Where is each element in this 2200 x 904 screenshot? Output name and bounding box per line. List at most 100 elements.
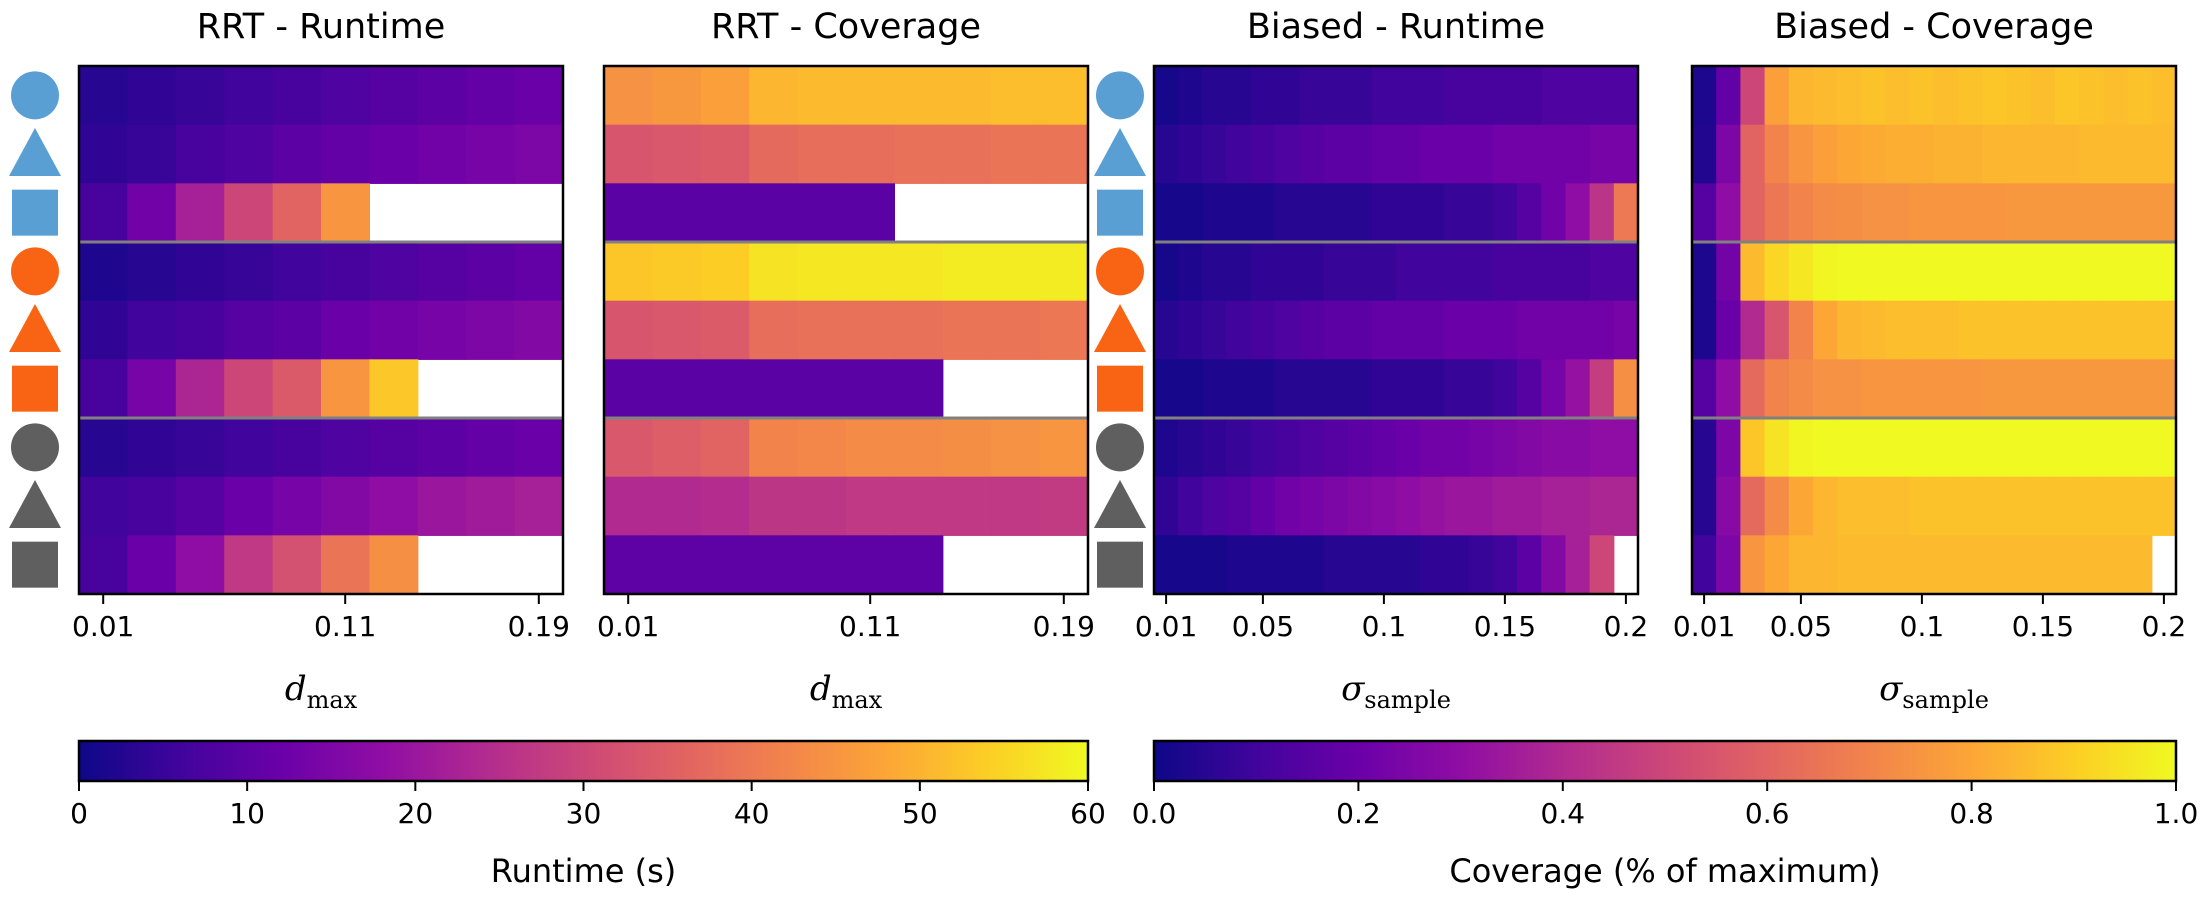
heatmap-cell — [1934, 476, 1959, 536]
heatmap-cell — [369, 476, 419, 536]
heatmap-cell — [272, 535, 322, 595]
heatmap-cell — [1589, 476, 1615, 536]
heatmap-cell — [604, 476, 653, 536]
circle-marker-icon — [1096, 423, 1144, 472]
heatmap-cell — [1589, 300, 1615, 360]
heatmap-cell — [1250, 418, 1276, 478]
x-axis-label: σsample — [1341, 669, 1451, 714]
heatmap-cell — [749, 476, 799, 536]
x-tick-label: 0.01 — [72, 610, 134, 643]
heatmap-cell — [1589, 535, 1615, 595]
heatmap-cell — [321, 124, 370, 184]
colorbar-tick-label: 30 — [566, 797, 602, 830]
heatmap-cell — [1371, 124, 1397, 184]
heatmap-cell — [1764, 183, 1790, 243]
square-marker-icon — [1097, 541, 1143, 588]
heatmap-cell — [1299, 124, 1324, 184]
heatmap-cell — [175, 66, 225, 126]
heatmap-cell — [1958, 242, 1983, 302]
heatmap-cell — [894, 535, 944, 595]
heatmap-cell — [1039, 300, 1089, 360]
heatmap-cell — [991, 418, 1041, 478]
heatmap-cell — [1178, 359, 1203, 419]
heatmap-cell — [1613, 418, 1639, 478]
heatmap-cell — [1492, 242, 1518, 302]
heatmap-cell — [1541, 535, 1566, 595]
heatmap-cell — [1589, 359, 1615, 419]
heatmap-cell — [1909, 66, 1935, 126]
heatmap-cell — [224, 183, 274, 243]
heatmap-cell — [1226, 359, 1252, 419]
heatmap-cell — [2055, 66, 2080, 126]
heatmap-cell — [1347, 359, 1373, 419]
heatmap-cell — [1613, 476, 1639, 536]
heatmap-cell — [224, 300, 274, 360]
panel-title: Biased - Runtime — [1247, 7, 1545, 47]
heatmap-cell — [1178, 242, 1203, 302]
heatmap-cell — [942, 418, 992, 478]
heatmap-cell — [1275, 476, 1300, 536]
heatmap-cell — [1202, 66, 1228, 126]
heatmap-cell — [1492, 66, 1518, 126]
heatmap-cell — [1178, 535, 1203, 595]
heatmap-cell — [1396, 183, 1421, 243]
circle-marker-icon — [11, 247, 59, 296]
heatmap-cell — [1347, 124, 1373, 184]
heatmap-cell — [797, 418, 847, 478]
heatmap-cell — [749, 359, 799, 419]
heatmap-cell — [1764, 535, 1790, 595]
heatmap-cell — [894, 476, 944, 536]
heatmap-cell — [1275, 418, 1300, 478]
heatmap-cell — [369, 242, 419, 302]
heatmap-cell — [1565, 242, 1591, 302]
heatmap-cell — [1202, 183, 1228, 243]
x-axis-label-base: d — [810, 669, 832, 709]
heatmap-cell — [2030, 359, 2056, 419]
heatmap-cell — [1982, 124, 2008, 184]
heatmap-cell — [1837, 183, 1862, 243]
heatmap-cell — [749, 535, 799, 595]
heatmap-cell — [2079, 183, 2104, 243]
square-marker-icon — [12, 189, 58, 236]
heatmap-cell — [79, 476, 128, 536]
heatmap-cell — [466, 300, 516, 360]
heatmap-cell — [272, 242, 322, 302]
heatmap-cell — [1468, 300, 1494, 360]
heatmap-cell — [224, 418, 274, 478]
heatmap-cell — [2030, 124, 2056, 184]
heatmap-cell — [1492, 535, 1518, 595]
heatmap-cell — [749, 300, 799, 360]
heatmap-cell — [1692, 476, 1717, 536]
heatmap-cell — [1492, 359, 1518, 419]
heatmap-cell — [321, 359, 370, 419]
heatmap-cell — [894, 418, 944, 478]
heatmap-cell — [127, 124, 177, 184]
heatmap-cell — [991, 476, 1041, 536]
heatmap-cell — [2103, 242, 2129, 302]
heatmap-cell — [1958, 418, 1983, 478]
heatmap-cell — [1934, 418, 1959, 478]
heatmap-cell — [2055, 359, 2080, 419]
heatmap-cell — [272, 66, 322, 126]
colorbar-label: Coverage (% of maximum) — [1449, 852, 1880, 890]
heatmap-cell — [2055, 300, 2080, 360]
colorbar-tick-label: 40 — [734, 797, 770, 830]
heatmap-cell — [1226, 242, 1252, 302]
panel-title: RRT - Runtime — [197, 7, 446, 47]
heatmap-cell — [1764, 124, 1790, 184]
heatmap-cell — [1982, 242, 2008, 302]
heatmap-cell — [1323, 359, 1349, 419]
heatmap-cell — [127, 66, 177, 126]
heatmap-cell — [2151, 359, 2177, 419]
heatmap-cell — [1420, 418, 1445, 478]
triangle-marker-icon — [1094, 128, 1146, 176]
heatmap-cell — [1178, 300, 1203, 360]
heatmap-cell — [2079, 418, 2104, 478]
heatmap-cell — [1909, 124, 1935, 184]
heatmap-cell — [1788, 66, 1814, 126]
heatmap-cell — [1958, 124, 1983, 184]
triangle-marker-icon — [1094, 480, 1146, 528]
heatmap-cell — [466, 66, 516, 126]
heatmap-cell — [1039, 124, 1089, 184]
heatmap-cell — [1740, 476, 1766, 536]
